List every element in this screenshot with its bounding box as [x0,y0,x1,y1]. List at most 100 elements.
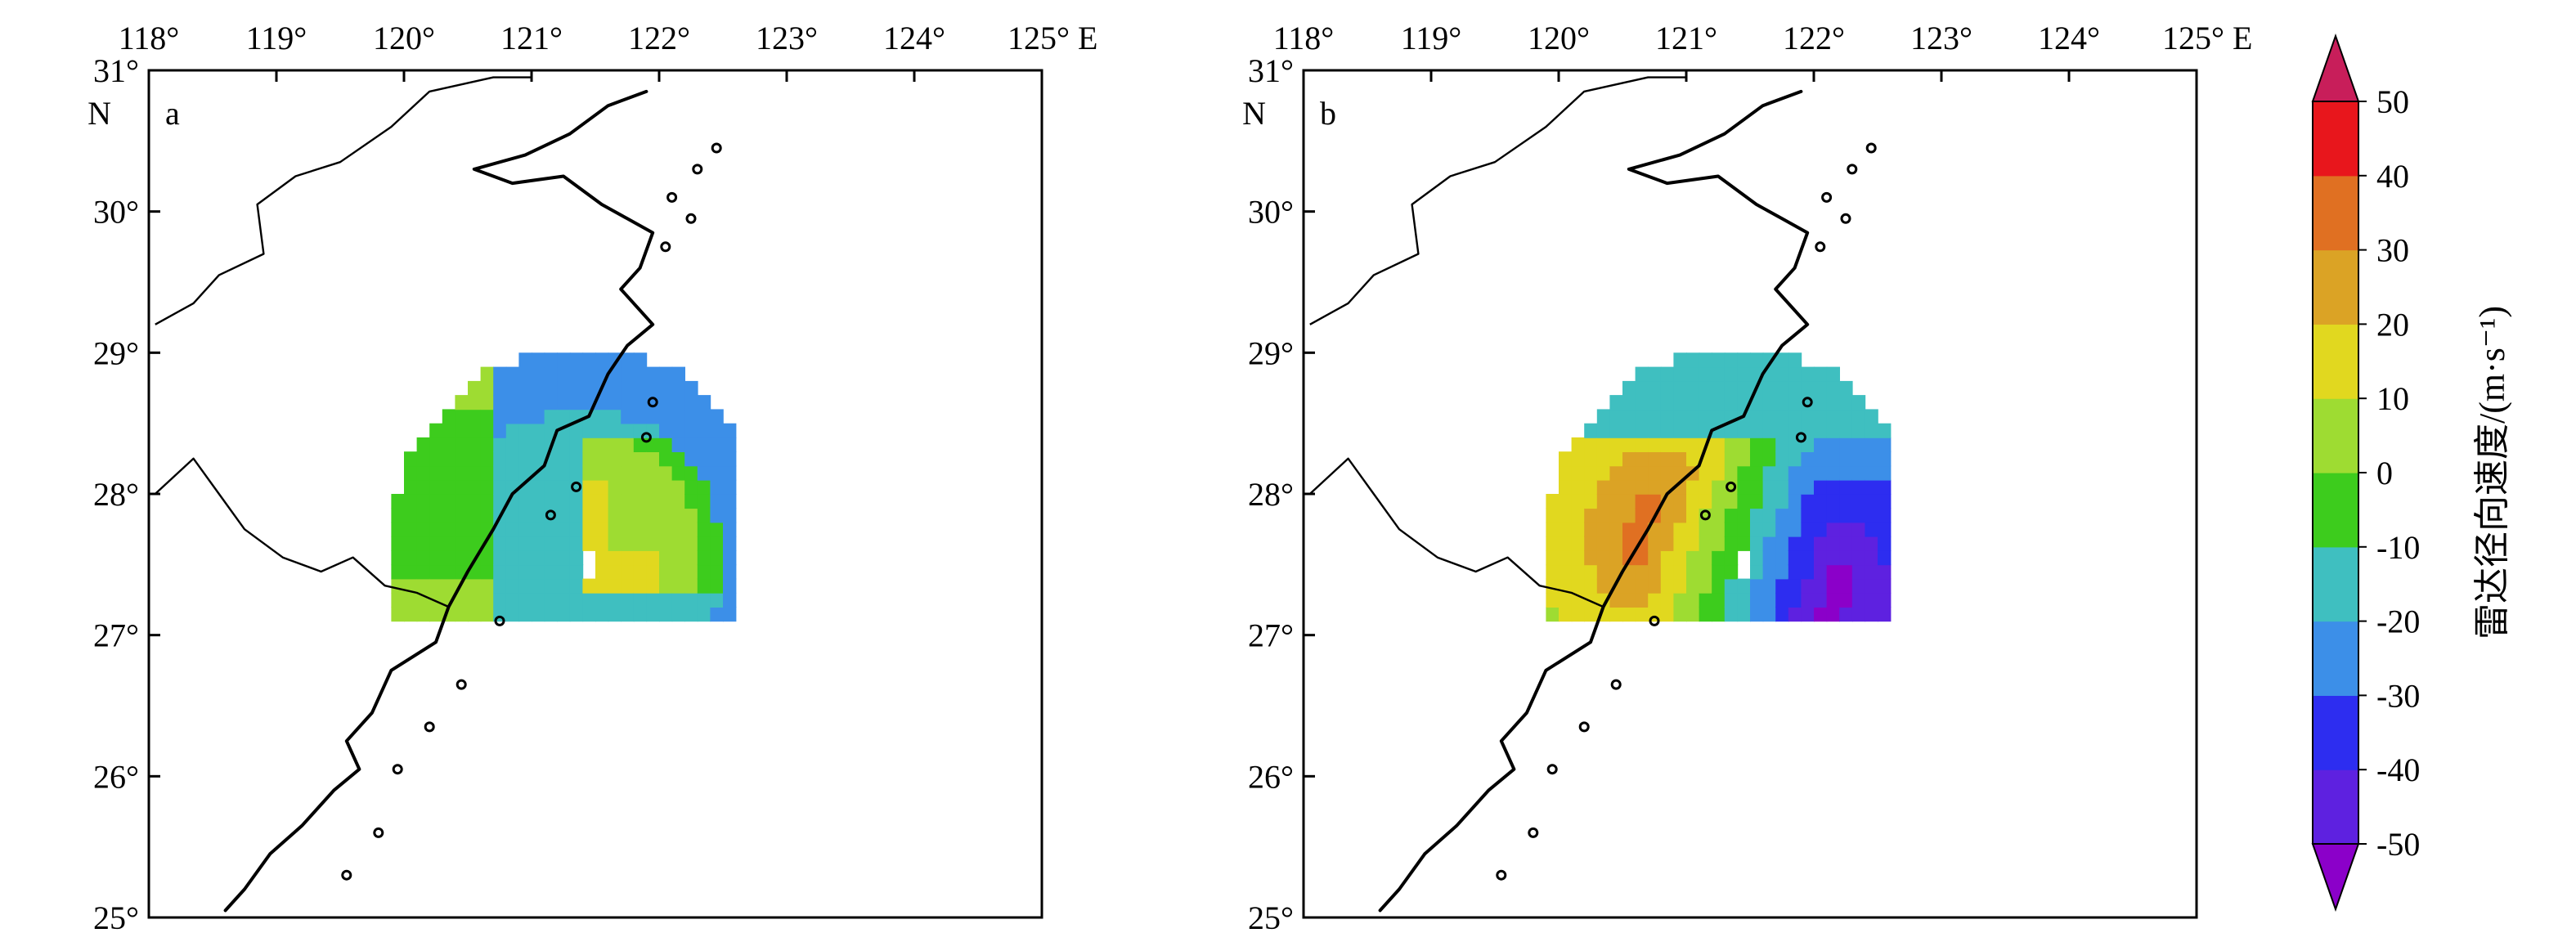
velocity-cell [684,607,698,622]
velocity-cell [557,522,571,537]
velocity-cell [544,494,558,509]
velocity-cell [429,437,443,452]
velocity-cell [1865,409,1878,424]
velocity-cell [455,395,469,410]
velocity-cell [1788,508,1802,523]
velocity-cell [1673,366,1687,382]
map-panel-a: 118° 119° 120° 121° 122° 123° 124° 125° E 31° 30°… [88,20,1097,936]
velocity-cell [1559,607,1573,622]
island [660,241,671,253]
velocity-cell [1584,607,1598,622]
velocity-cell [1660,409,1675,424]
velocity-cell [1571,522,1585,537]
velocity-cell [710,465,724,481]
velocity-cell [1801,479,1815,495]
island [666,191,678,203]
velocity-cell [1851,578,1866,594]
velocity-cell [582,578,596,594]
lon-tick-label: 121° [500,20,563,56]
velocity-cell [1622,607,1636,622]
velocity-cell [442,409,456,424]
velocity-cell [1635,437,1649,452]
velocity-cell [1686,522,1700,537]
velocity-cell [1686,536,1700,551]
velocity-cell [697,395,711,410]
colorbar-segment [2313,101,2358,177]
velocity-cell [1814,451,1828,467]
province-border [1309,76,1686,325]
lat-unit-label: N [1242,95,1266,132]
velocity-cell [532,366,545,382]
velocity-cell [544,550,558,566]
velocity-cell [633,465,648,481]
velocity-cell [1635,508,1649,523]
velocity-cell [1648,479,1662,495]
velocity-cell [1571,508,1585,523]
velocity-cell [532,352,545,368]
velocity-cell [1814,607,1828,622]
velocity-cell [1584,564,1598,580]
velocity-cell [480,479,494,495]
velocity-cell [1609,479,1623,495]
velocity-cell [1762,508,1776,523]
velocity-cell [569,550,584,566]
velocity-cell [1801,366,1815,382]
velocity-cell [455,479,469,495]
velocity-cell [455,607,469,622]
colorbar-extend-bottom [2311,843,2360,913]
velocity-cell [1673,494,1687,509]
velocity-cell [633,479,648,495]
velocity-cell [1571,536,1585,551]
velocity-cell [518,578,532,594]
velocity-cell [1699,536,1712,551]
velocity-cell [697,494,711,509]
velocity-cell [569,380,584,396]
velocity-cell [1596,592,1611,608]
velocity-cell [480,550,494,566]
velocity-cell [1801,451,1815,467]
velocity-cell [633,437,648,452]
velocity-cell [582,380,596,396]
velocity-cell [505,380,520,396]
colorbar-segment [2313,621,2358,696]
island [571,481,582,492]
velocity-cell [1878,536,1892,551]
velocity-cell [1878,423,1892,438]
velocity-cell [442,465,456,481]
velocity-cell [1851,550,1866,566]
velocity-cell [1839,564,1853,580]
velocity-cell [493,550,507,566]
velocity-cell [1737,592,1751,608]
lon-tick-label: 121° [1655,20,1717,56]
island [1578,721,1590,733]
velocity-cell [569,564,584,580]
velocity-cell [505,395,520,410]
velocity-cell [505,550,520,566]
velocity-cell [1712,479,1726,495]
velocity-cell [468,437,482,452]
velocity-cell [646,522,660,537]
lon-tick-label: 122° [628,20,690,56]
velocity-cell [505,536,520,551]
velocity-cell [1839,437,1853,452]
velocity-cell [697,592,711,608]
velocity-cell [544,352,558,368]
colorbar-tick-label: 30 [2376,232,2409,269]
velocity-cell [1712,409,1726,424]
velocity-cell [1660,522,1675,537]
velocity-cell [1635,479,1649,495]
velocity-cell [1788,352,1802,368]
velocity-cell [646,465,660,481]
velocity-cell [442,564,456,580]
velocity-cell [416,536,430,551]
colorbar-segment [2313,249,2358,325]
velocity-cell [1699,409,1712,424]
velocity-cell [684,564,698,580]
lat-tick-label: 25° [93,899,139,936]
velocity-cell [633,380,648,396]
velocity-cell [557,352,571,368]
lon-tick-label: 124° [883,20,945,56]
velocity-cell [557,437,571,452]
velocity-cell [391,494,405,509]
velocity-cell [518,607,532,622]
